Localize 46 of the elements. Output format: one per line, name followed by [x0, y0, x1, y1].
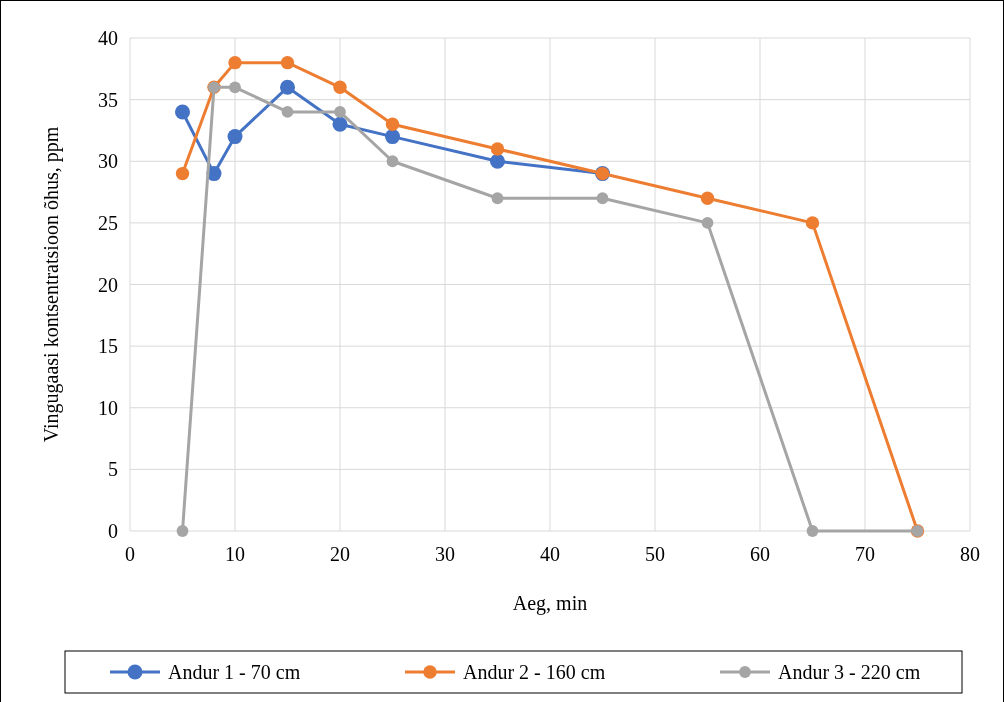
point	[385, 129, 400, 145]
legend-label: Andur 3 - 220 cm	[778, 661, 921, 683]
y-tick-label: 0	[108, 520, 118, 542]
point	[490, 142, 505, 156]
point	[175, 166, 190, 181]
x-tick-label: 50	[645, 543, 665, 565]
y-tick-label: 15	[98, 335, 118, 358]
legend-label: Andur 2 - 160 cm	[463, 661, 606, 683]
point	[596, 192, 609, 205]
x-tick-label: 70	[855, 543, 875, 565]
point	[385, 117, 400, 131]
legend-label: Andur 1 - 70 cm	[168, 661, 301, 683]
point	[176, 525, 189, 537]
point	[491, 192, 504, 205]
y-tick-label: 5	[108, 458, 118, 481]
y-tick-label: 25	[98, 211, 118, 234]
y-axis-title: Vingugaasi kontsentratsioon õhus, ppm	[40, 126, 63, 443]
x-tick-label: 80	[960, 543, 980, 565]
point	[280, 79, 295, 95]
y-tick-label: 30	[98, 150, 118, 173]
point	[806, 525, 819, 537]
y-tick-label: 10	[98, 396, 118, 419]
point	[332, 116, 348, 132]
y-tick-label: 20	[98, 273, 118, 296]
point	[700, 191, 715, 205]
x-tick-label: 0	[125, 543, 135, 565]
point	[386, 155, 399, 168]
point	[805, 216, 820, 230]
y-tick-label: 35	[98, 88, 118, 111]
point	[701, 216, 714, 229]
point	[334, 106, 346, 118]
point	[333, 80, 347, 94]
x-tick-label: 20	[330, 543, 350, 565]
point	[228, 55, 242, 70]
x-tick-label: 10	[225, 543, 245, 565]
y-tick-label: 40	[98, 27, 118, 49]
point	[229, 81, 241, 94]
x-axis-title: Aeg, min	[512, 592, 588, 615]
point	[490, 153, 505, 169]
point	[281, 106, 294, 118]
x-tick-label: 30	[435, 543, 455, 565]
point	[227, 129, 243, 145]
point	[280, 55, 295, 70]
x-tick-label: 40	[540, 543, 560, 565]
x-tick-label: 60	[750, 543, 770, 565]
point	[175, 104, 190, 120]
